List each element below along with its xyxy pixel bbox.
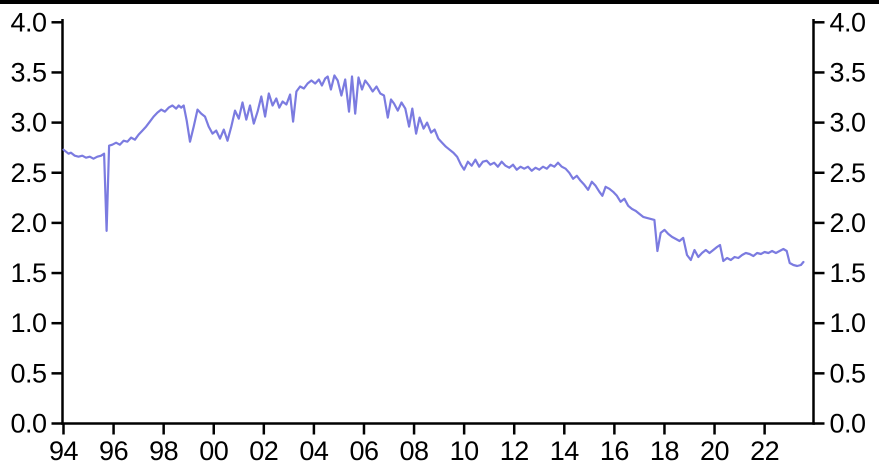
y-axis-left-tick-label: 2.0 (10, 208, 46, 238)
x-axis-tick-label: 18 (650, 436, 679, 466)
x-axis-tick-label: 98 (149, 436, 178, 466)
y-axis-left-tick-label: 4.0 (10, 7, 46, 37)
y-axis-right-tick-label: 0.0 (830, 409, 866, 439)
y-axis-left-tick-label: 1.5 (10, 258, 46, 288)
y-axis-right-tick-label: 1.5 (830, 258, 866, 288)
y-axis-right-tick-label: 1.0 (830, 308, 866, 338)
x-axis-tick-label: 14 (550, 436, 580, 466)
data-line-line-series (62, 74, 805, 268)
x-axis-tick-label: 16 (600, 436, 629, 466)
top-border-bar (0, 0, 879, 4)
x-axis-tick-label: 10 (450, 436, 479, 466)
y-axis-right-tick-label: 4.0 (830, 7, 866, 37)
x-axis-tick-label: 94 (49, 436, 79, 466)
x-axis-tick-label: 12 (500, 436, 529, 466)
x-axis-tick-label: 96 (99, 436, 128, 466)
y-axis-right-tick-label: 0.5 (830, 358, 866, 388)
y-axis-right-tick-label: 2.5 (830, 158, 866, 188)
y-axis-right-tick-label: 3.0 (830, 108, 866, 138)
x-axis-tick-label: 06 (349, 436, 378, 466)
y-axis-left-tick-label: 3.5 (10, 57, 46, 87)
y-axis-left-tick-label: 3.0 (10, 108, 46, 138)
x-axis-tick-label: 22 (750, 436, 779, 466)
y-axis-left-tick-label: 1.0 (10, 308, 46, 338)
y-axis-right-tick-label: 2.0 (830, 208, 866, 238)
x-axis-tick-label: 08 (400, 436, 429, 466)
y-axis-right-tick-label: 3.5 (830, 57, 866, 87)
x-axis-tick-label: 00 (199, 436, 228, 466)
y-axis-left-tick-label: 0.5 (10, 358, 46, 388)
y-axis-left-tick-label: 2.5 (10, 158, 46, 188)
y-axis-left-tick-label: 0.0 (10, 409, 46, 439)
x-axis-tick-label: 04 (299, 436, 329, 466)
x-axis-tick-label: 20 (700, 436, 729, 466)
x-axis-tick-label: 02 (249, 436, 278, 466)
